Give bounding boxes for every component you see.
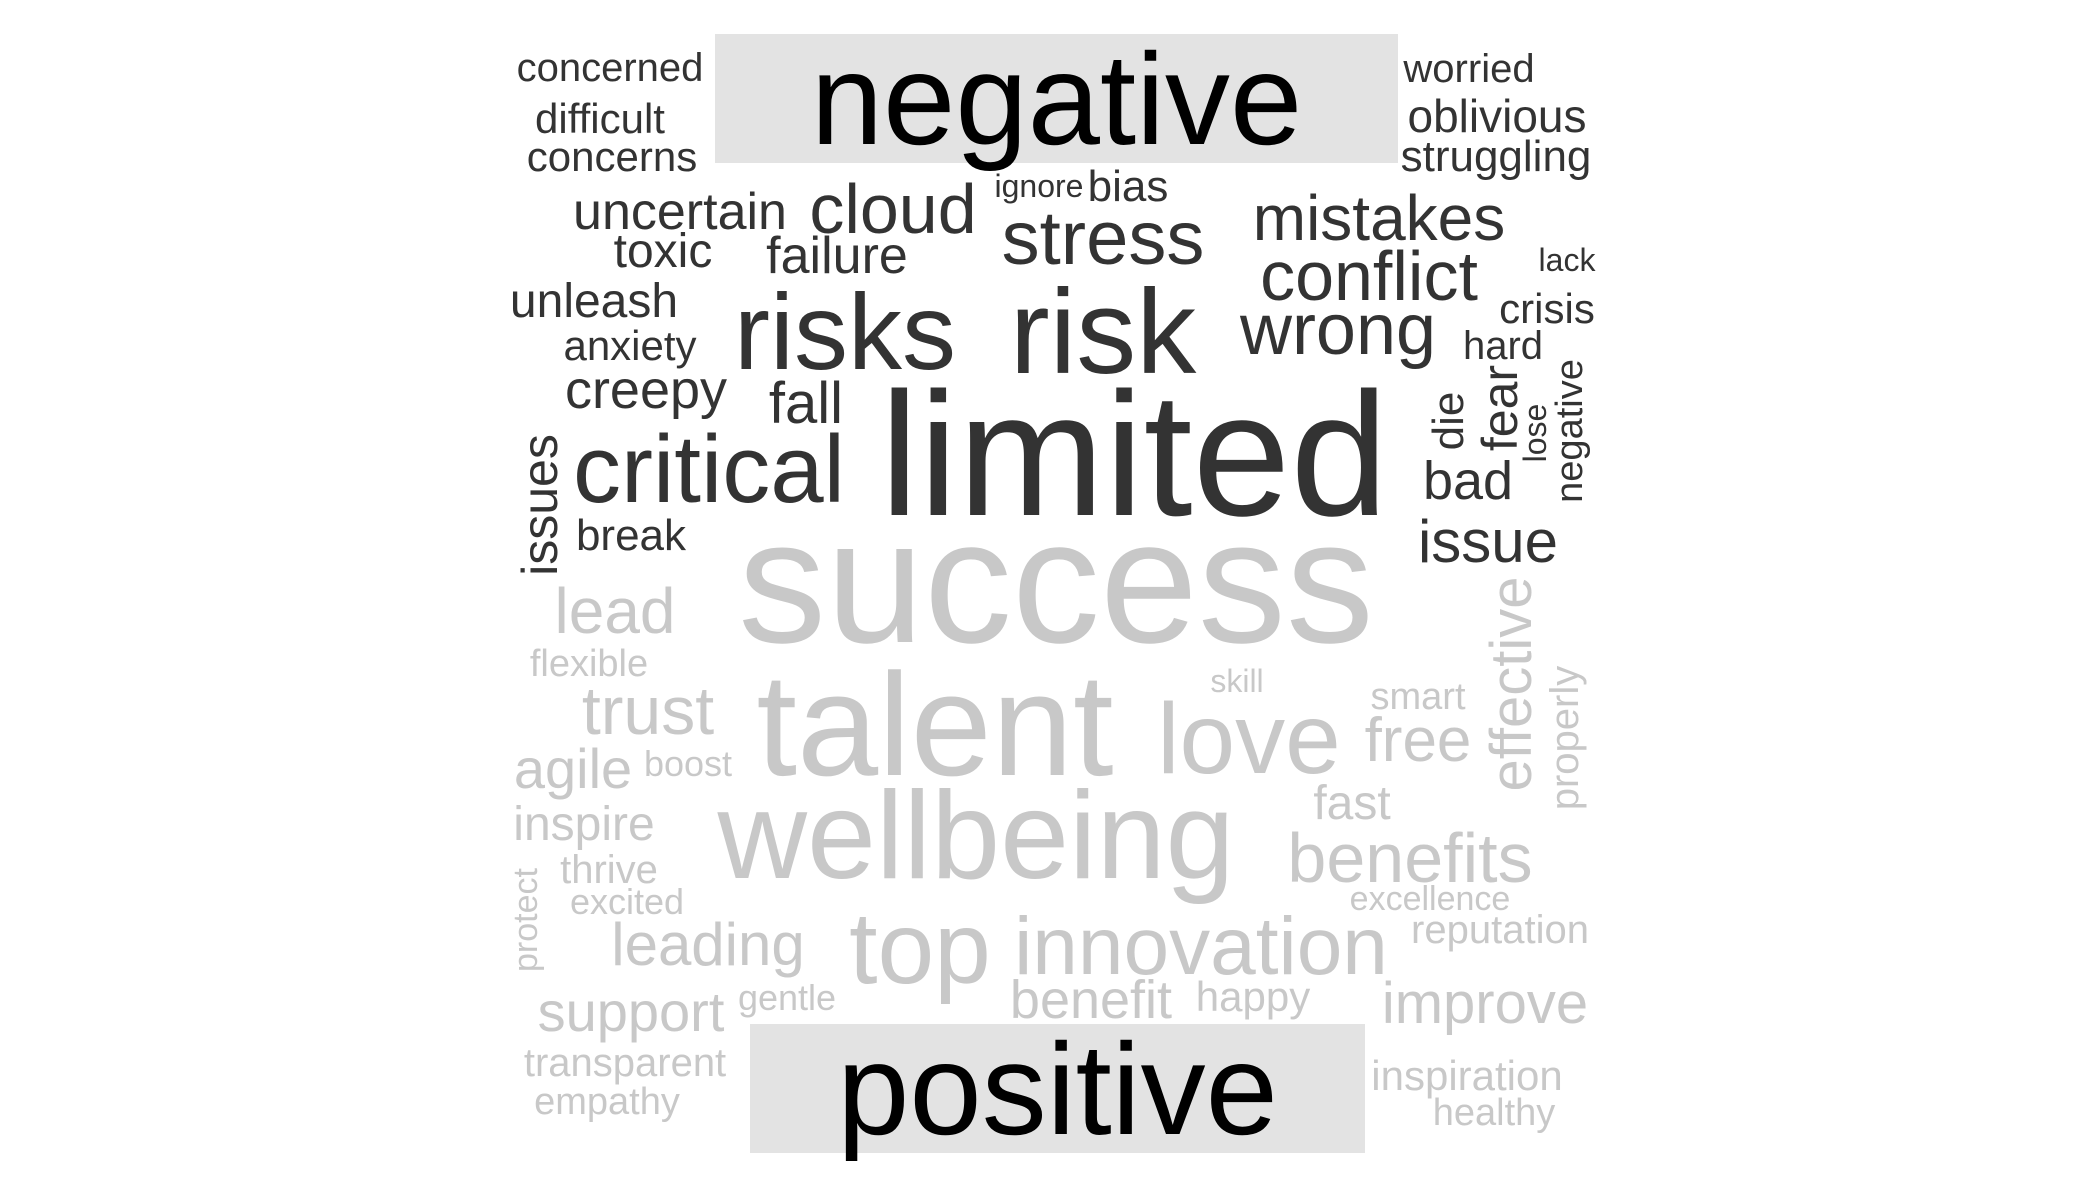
negative-word: conflict — [1260, 237, 1478, 315]
negative-word: concerns — [526, 133, 698, 180]
positive-word: excited — [569, 881, 685, 922]
positive-word: talent — [756, 643, 1114, 806]
negative-word: concerned — [516, 46, 704, 90]
positive-word: empathy — [534, 1081, 680, 1123]
negative-word: issues — [512, 434, 568, 576]
negative-word: mistakes — [1252, 182, 1506, 254]
negative-word: lose — [1517, 403, 1553, 463]
positive-label: positive — [837, 1015, 1278, 1162]
negative-word: bias — [1087, 162, 1169, 211]
positive-word: flexible — [529, 643, 649, 685]
negative-word: limited — [879, 357, 1389, 553]
negative-word: bad — [1422, 451, 1514, 511]
positive-word: properly — [1543, 665, 1587, 811]
negative-word: ignore — [994, 168, 1084, 204]
negative-word: failure — [766, 227, 908, 285]
negative-word: risk — [1009, 265, 1197, 399]
negative-word: creepy — [564, 360, 728, 420]
negative-word: crisis — [1499, 285, 1595, 332]
negative-word: hard — [1462, 324, 1544, 368]
positive-word: inspiration — [1371, 1052, 1563, 1099]
negative-word: die — [1424, 391, 1473, 451]
positive-word: success — [738, 484, 1374, 680]
positive-word: free — [1364, 706, 1472, 775]
positive-word: top — [849, 891, 991, 1005]
positive-word: lead — [554, 575, 676, 647]
positive-word: benefit — [1009, 970, 1173, 1030]
negative-word: struggling — [1400, 132, 1592, 181]
positive-word: improve — [1381, 971, 1589, 1036]
positive-word: skill — [1210, 663, 1264, 699]
positive-word: happy — [1195, 973, 1311, 1020]
positive-word: fast — [1313, 777, 1391, 830]
negative-word: wrong — [1239, 290, 1437, 370]
negative-word: worried — [1403, 47, 1535, 91]
positive-word: transparent — [523, 1041, 727, 1085]
positive-word: excellence — [1349, 880, 1511, 918]
positive-word: support — [537, 980, 725, 1043]
positive-word: wellbeing — [717, 767, 1235, 905]
positive-word: reputation — [1411, 908, 1589, 952]
negative-word: cloud — [809, 170, 977, 248]
positive-word: smart — [1370, 676, 1466, 718]
negative-word: fall — [768, 371, 844, 436]
negative-word: break — [575, 511, 687, 560]
positive-word: agile — [513, 737, 633, 800]
negative-word: stress — [1001, 196, 1205, 281]
positive-word: benefits — [1287, 819, 1533, 897]
negative-word: oblivious — [1407, 90, 1587, 142]
negative-word: negative — [1549, 359, 1591, 503]
negative-word: critical — [572, 416, 846, 523]
negative-label-box: negative — [715, 25, 1398, 172]
positive-word: love — [1157, 683, 1341, 795]
positive-word: gentle — [737, 977, 837, 1018]
positive-word: boost — [643, 743, 733, 784]
negative-label: negative — [810, 25, 1303, 172]
negative-word: lack — [1538, 242, 1596, 278]
negative-word: risks — [734, 271, 956, 392]
positive-word: thrive — [560, 848, 658, 892]
positive-word: effective — [1479, 576, 1544, 792]
negative-word: difficult — [535, 95, 665, 142]
negative-word: toxic — [613, 225, 713, 278]
negative-word: issue — [1417, 508, 1559, 575]
negative-word: anxiety — [563, 322, 697, 369]
negative-word: unleash — [509, 275, 679, 328]
negative-word: uncertain — [573, 183, 787, 241]
positive-word: leading — [611, 911, 805, 978]
positive-word: innovation — [1014, 901, 1388, 992]
positive-word: inspire — [513, 798, 655, 851]
positive-label-box: positive — [750, 1015, 1365, 1162]
positive-word: protect — [507, 868, 545, 972]
positive-word: healthy — [1432, 1092, 1556, 1134]
positive-word: trust — [581, 673, 715, 749]
